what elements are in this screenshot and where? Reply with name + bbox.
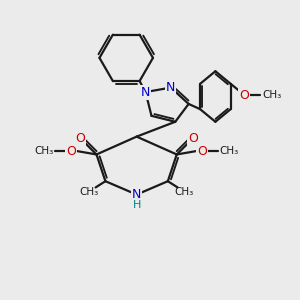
Text: CH₃: CH₃ [80, 187, 99, 196]
Text: CH₃: CH₃ [34, 146, 53, 157]
Text: CH₃: CH₃ [262, 90, 281, 100]
Text: O: O [75, 132, 85, 145]
Text: CH₃: CH₃ [220, 146, 239, 157]
Text: O: O [188, 132, 198, 145]
Text: CH₃: CH₃ [175, 187, 194, 196]
Text: O: O [239, 88, 249, 101]
Text: O: O [66, 145, 76, 158]
Text: N: N [166, 81, 176, 94]
Text: H: H [132, 200, 141, 210]
Text: N: N [132, 188, 141, 201]
Text: O: O [197, 145, 207, 158]
Text: N: N [141, 85, 150, 98]
